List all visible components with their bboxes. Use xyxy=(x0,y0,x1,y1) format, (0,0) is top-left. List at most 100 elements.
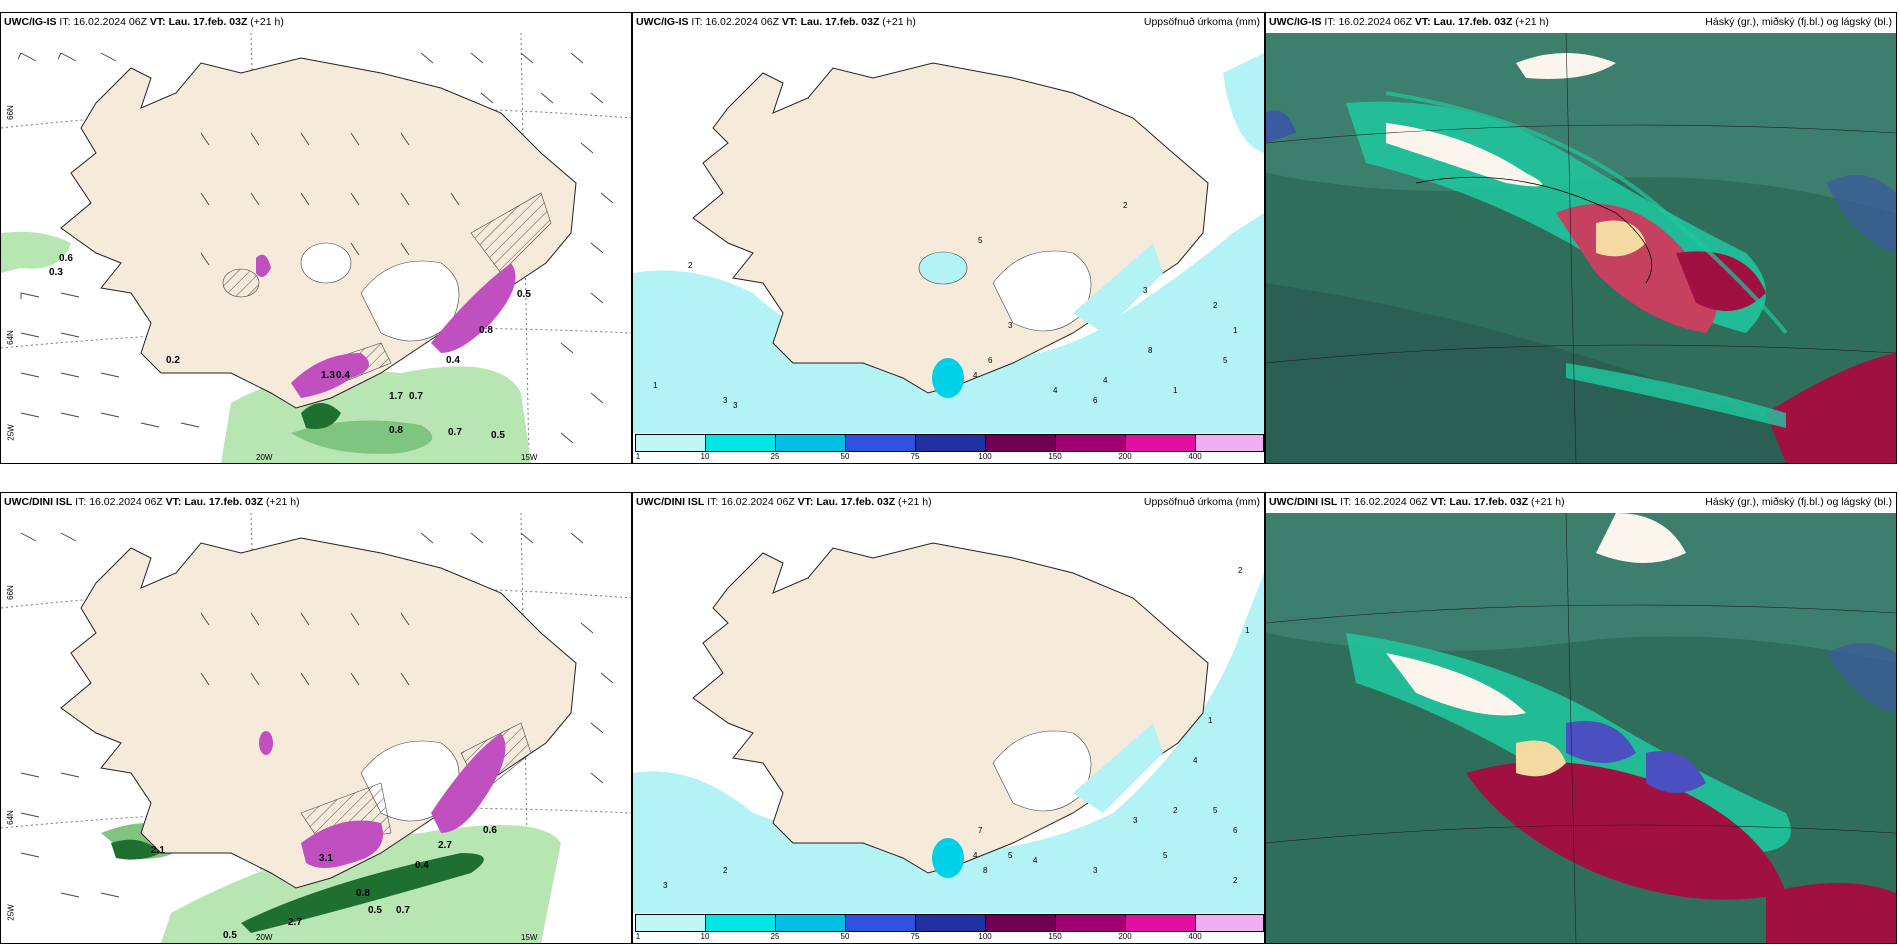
it-label: IT: xyxy=(1340,496,1352,508)
it-label: IT: xyxy=(75,496,87,508)
svg-text:6: 6 xyxy=(1233,826,1238,835)
it-value: 16.02.2024 06Z xyxy=(1338,16,1412,28)
precip-value-labels: 2 1 3 4 5 6 3 2 8 1 4 3 2 5 1 3 4 6 xyxy=(653,201,1238,410)
vt-value: Lau. 17.feb. 03Z xyxy=(1449,496,1529,508)
panel-header: UWC/IG-IS IT: 16.02.2024 06Z VT: Lau. 17… xyxy=(4,16,284,28)
svg-text:3: 3 xyxy=(1143,286,1148,295)
vt-value: Lau. 17.feb. 03Z xyxy=(184,496,264,508)
vt-value: Lau. 17.feb. 03Z xyxy=(816,496,896,508)
cb-swatch-400 xyxy=(1196,435,1263,451)
svg-text:0.6: 0.6 xyxy=(483,825,497,836)
svg-text:3: 3 xyxy=(1093,866,1098,875)
lat-label-64n: 64N xyxy=(5,810,15,825)
svg-text:4: 4 xyxy=(1053,386,1058,395)
lon-label-15w: 15W xyxy=(521,453,538,462)
svg-text:2: 2 xyxy=(1123,201,1128,210)
svg-text:6: 6 xyxy=(1093,396,1098,405)
svg-text:0.5: 0.5 xyxy=(223,930,237,941)
vt-value: Lau. 17.feb. 03Z xyxy=(800,16,880,28)
precip-title: Uppsöfnuð úrkoma (mm) xyxy=(1143,16,1260,28)
lon-label-25w: 25W xyxy=(6,904,16,921)
svg-text:2: 2 xyxy=(1213,301,1218,310)
vt-label: VT: xyxy=(1430,496,1447,508)
svg-text:2: 2 xyxy=(1238,566,1243,575)
cb-swatch-150 xyxy=(1056,435,1126,451)
cb-swatch-10 xyxy=(706,435,776,451)
model-name: UWC/DINI ISL xyxy=(1269,496,1338,508)
svg-text:4: 4 xyxy=(973,851,978,860)
svg-text:3: 3 xyxy=(733,401,738,410)
cloud-cover-map xyxy=(1266,33,1896,463)
svg-text:0.8: 0.8 xyxy=(479,325,493,336)
it-value: 16.02.2024 06Z xyxy=(89,496,163,508)
svg-text:0.3: 0.3 xyxy=(49,267,63,278)
svg-text:6: 6 xyxy=(988,356,993,365)
svg-text:1: 1 xyxy=(1173,386,1178,395)
it-value: 16.02.2024 06Z xyxy=(73,16,147,28)
cb-swatch-150 xyxy=(1056,915,1126,931)
cb-swatch-100 xyxy=(986,915,1056,931)
it-label: IT: xyxy=(691,16,703,28)
wind-precip-map: 2.1 3.1 0.8 0.5 0.7 2.7 0.6 0.5 2.7 0.4 xyxy=(1,513,631,943)
cb-tick: 200 xyxy=(1118,452,1132,461)
cb-tick: 75 xyxy=(910,932,920,941)
lead-time: (+21 h) xyxy=(882,16,916,28)
cb-tick: 100 xyxy=(978,932,992,941)
it-value: 16.02.2024 06Z xyxy=(705,16,779,28)
cb-tick: 50 xyxy=(840,932,850,941)
svg-text:0.5: 0.5 xyxy=(517,289,531,300)
accumulated-precip-map: 2 1 3 4 2 7 8 5 4 3 2 4 5 6 1 3 5 2 xyxy=(633,513,1264,913)
svg-text:2: 2 xyxy=(1233,876,1238,885)
svg-text:1: 1 xyxy=(1233,326,1238,335)
cb-swatch-100 xyxy=(986,435,1056,451)
lon-label-15w: 15W xyxy=(521,933,538,942)
svg-text:4: 4 xyxy=(973,371,978,380)
svg-text:2.7: 2.7 xyxy=(288,917,302,928)
wind-value-labels: 2.1 3.1 0.8 0.5 0.7 2.7 0.6 0.5 2.7 0.4 xyxy=(151,825,497,941)
svg-text:0.8: 0.8 xyxy=(389,425,403,436)
model-name: UWC/IG-IS xyxy=(636,16,689,28)
lat-label-66n: 66N xyxy=(5,585,15,600)
svg-text:0.6: 0.6 xyxy=(59,253,73,264)
precip-colorbar xyxy=(635,434,1264,452)
panel-header: UWC/DINI ISL IT: 16.02.2024 06Z VT: Lau.… xyxy=(1269,496,1565,508)
svg-text:7: 7 xyxy=(978,826,983,835)
wind-barbs xyxy=(17,52,614,444)
vt-value: Lau. 17.feb. 03Z xyxy=(168,16,248,28)
svg-text:5: 5 xyxy=(978,236,983,245)
svg-text:2.7: 2.7 xyxy=(438,840,452,851)
model-name: UWC/DINI ISL xyxy=(4,496,73,508)
lead-time: (+21 h) xyxy=(1531,496,1565,508)
vt-label: VT: xyxy=(165,496,182,508)
svg-text:0.7: 0.7 xyxy=(448,427,462,438)
svg-text:0.5: 0.5 xyxy=(491,430,505,441)
svg-text:2: 2 xyxy=(1173,806,1178,815)
wind-map-panel-top: UWC/IG-IS IT: 16.02.2024 06Z VT: Lau. 17… xyxy=(0,12,632,464)
cb-swatch-10 xyxy=(706,915,776,931)
lat-label-64n: 64N xyxy=(5,330,15,345)
cb-tick: 25 xyxy=(770,452,780,461)
svg-text:4: 4 xyxy=(1103,376,1108,385)
cb-tick: 25 xyxy=(770,932,780,941)
cb-swatch-1 xyxy=(636,435,706,451)
svg-text:4: 4 xyxy=(1033,856,1038,865)
accumulated-precip-map: 2 1 3 4 5 6 3 2 8 1 4 3 2 5 1 3 4 6 xyxy=(633,33,1264,433)
svg-text:5: 5 xyxy=(1223,356,1228,365)
cb-tick: 200 xyxy=(1118,932,1132,941)
panel-header: UWC/IG-IS IT: 16.02.2024 06Z VT: Lau. 17… xyxy=(1269,16,1549,28)
precip-title: Uppsöfnuð úrkoma (mm) xyxy=(1143,496,1260,508)
cb-tick: 50 xyxy=(840,452,850,461)
panel-header: UWC/DINI ISL IT: 16.02.2024 06Z VT: Lau.… xyxy=(636,496,932,508)
svg-text:1: 1 xyxy=(1245,626,1250,635)
precip-colorbar xyxy=(635,914,1264,932)
panel-header: UWC/DINI ISL IT: 16.02.2024 06Z VT: Lau.… xyxy=(4,496,300,508)
cloud-title: Háský (gr.), miðský (fj.bl.) og lágský (… xyxy=(1705,496,1892,508)
svg-text:4: 4 xyxy=(1193,756,1198,765)
svg-text:0.4: 0.4 xyxy=(415,860,429,871)
lead-time: (+21 h) xyxy=(250,16,284,28)
vt-label: VT: xyxy=(1414,16,1431,28)
precip-map-panel-top: UWC/IG-IS IT: 16.02.2024 06Z VT: Lau. 17… xyxy=(632,12,1265,464)
svg-text:0.7: 0.7 xyxy=(409,391,423,402)
panel-header: UWC/IG-IS IT: 16.02.2024 06Z VT: Lau. 17… xyxy=(636,16,916,28)
lon-label-20w: 20W xyxy=(256,453,273,462)
